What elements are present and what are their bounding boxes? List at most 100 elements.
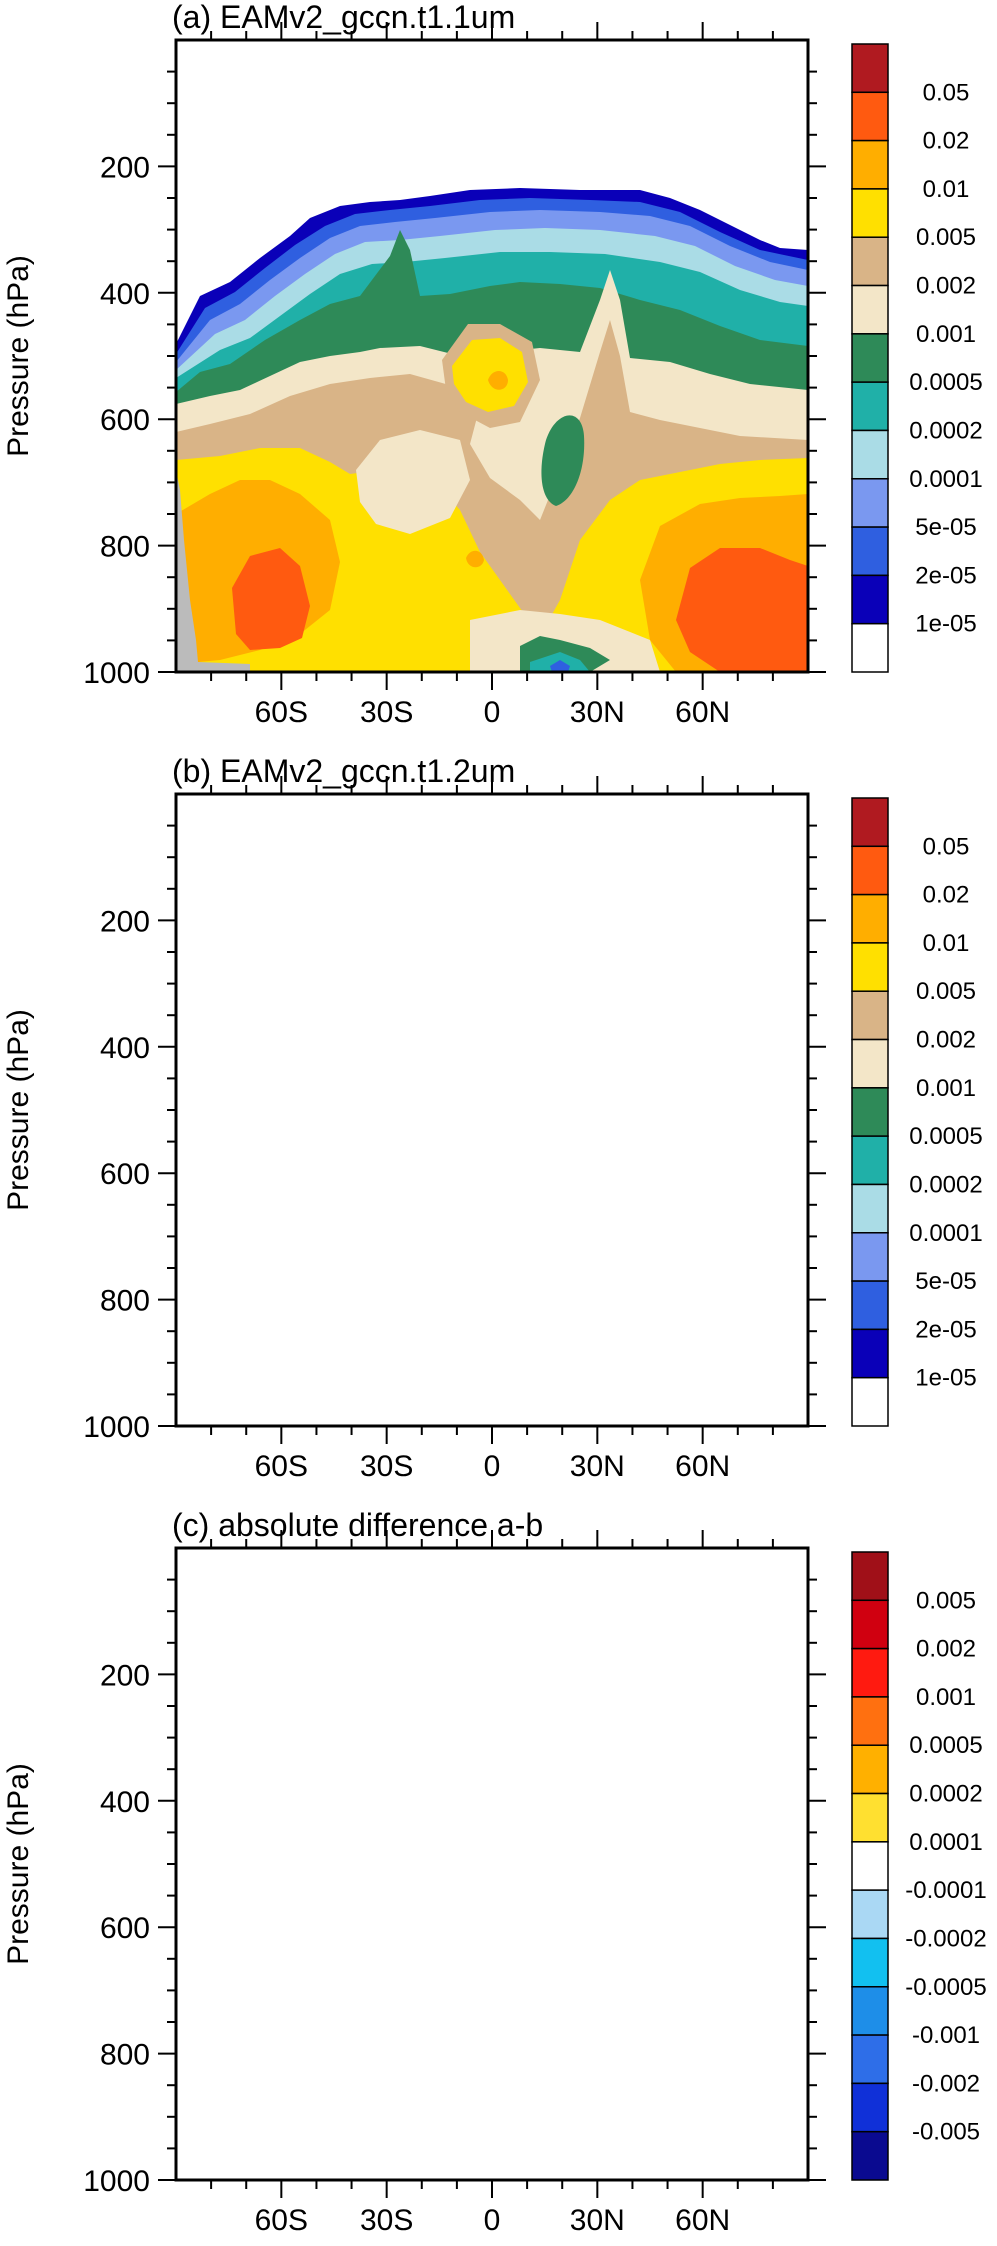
colorbar-cell (851, 91, 889, 142)
panel-a: (a) EAMv2_gccn.t1.1um Pressure (hPa) (2, 0, 983, 729)
panel-c: (c) absolute difference a-b Pressure (hP… (2, 1507, 987, 2237)
colorbar-cell (851, 43, 889, 94)
panel-b: (b) EAMv2_gccn.t1.2um Pressure (hPa) (2, 753, 983, 1483)
panel-a-contours (176, 40, 808, 672)
panel-c-frame (174, 1546, 810, 2182)
colorbar-cell (851, 1087, 889, 1137)
colorbar-label: 0.05 (923, 833, 970, 860)
colorbar-cell (851, 381, 889, 432)
y-tick-label: 800 (100, 1285, 150, 1318)
panel-a-colorbar: 0.05 0.02 0.01 0.005 0.002 0.001 0.0005 0.0002 0… (851, 43, 983, 673)
x-tick-label: 30S (360, 1450, 413, 1483)
colorbar-label: -0.0002 (905, 1925, 986, 1952)
colorbar-cell (851, 942, 889, 992)
x-tick-label: 30S (360, 2204, 413, 2237)
panel-a-ylabel: Pressure (hPa) (2, 255, 35, 457)
colorbar-label: 0.0001 (909, 466, 982, 493)
colorbar-cell (851, 1647, 889, 1698)
colorbar-label: 0.002 (916, 1636, 976, 1663)
colorbar-label: -0.0005 (905, 1974, 986, 2001)
colorbar-cell (851, 797, 889, 848)
x-tick-label: 0 (484, 2204, 501, 2237)
colorbar-cell (851, 1599, 889, 1650)
y-tick-label: 1000 (83, 657, 150, 690)
colorbar-label: 0.001 (916, 1684, 976, 1711)
colorbar-cell (851, 2082, 889, 2133)
colorbar-label: 0.005 (916, 1587, 976, 1614)
colorbar-cell (851, 574, 889, 625)
colorbar-cell (851, 139, 889, 190)
colorbar-cell (851, 1937, 889, 1988)
colorbar-label: 0.0005 (909, 369, 982, 396)
y-tick-label: 600 (100, 1912, 150, 1945)
colorbar-label: 0.0001 (909, 1220, 982, 1247)
colorbar-label: 5e-05 (915, 514, 976, 541)
colorbar-label: 0.005 (916, 224, 976, 251)
colorbar-cell (851, 2034, 889, 2085)
colorbar-label: 0.0002 (909, 417, 982, 444)
colorbar-cell (851, 1792, 889, 1843)
panel-c-contours (176, 1548, 808, 2180)
y-tick-label: 200 (100, 1659, 150, 1692)
colorbar-label: 0.02 (923, 882, 970, 909)
panel-b-ylabel: Pressure (hPa) (2, 1009, 35, 1211)
colorbar-cell (851, 1183, 889, 1234)
y-tick-label: 800 (100, 531, 150, 564)
colorbar-cell (851, 1889, 889, 1940)
colorbar-cell (851, 2130, 889, 2181)
colorbar-label: 2e-05 (915, 1316, 976, 1343)
panel-b-frame (174, 792, 810, 1428)
panel-c-ylabel: Pressure (hPa) (2, 1763, 35, 1965)
colorbar-label: 0.05 (923, 79, 970, 106)
panel-a-ticks: 200 400 600 800 1000 60S 30S 0 30N 60N (83, 22, 826, 729)
x-tick-label: 30N (570, 696, 625, 729)
colorbar-label: 0.01 (923, 930, 970, 957)
colorbar-label: 0.0002 (909, 1781, 982, 1808)
colorbar-label: 0.0002 (909, 1171, 982, 1198)
colorbar-cell (851, 1986, 889, 2036)
colorbar-cell (851, 893, 889, 944)
colorbar-cell (851, 1376, 889, 1427)
x-tick-label: 60N (675, 1450, 730, 1483)
y-tick-label: 400 (100, 278, 150, 311)
colorbar-label: 0.0001 (909, 1829, 982, 1856)
colorbar-label: -0.002 (912, 2070, 980, 2097)
colorbar-label: -0.005 (912, 2119, 980, 2146)
panel-b-title: (b) EAMv2_gccn.t1.2um (172, 753, 515, 789)
panel-b-contours (176, 794, 808, 1426)
colorbar-cell (851, 1038, 889, 1089)
panel-a-title: (a) EAMv2_gccn.t1.1um (172, 0, 515, 35)
y-tick-label: 400 (100, 1032, 150, 1065)
colorbar-label: 0.01 (923, 176, 970, 203)
colorbar-label: 0.001 (916, 321, 976, 348)
panel-c-colorbar: 0.005 0.002 0.001 0.0005 0.0002 0.0001 -0.0001… (851, 1551, 987, 2181)
colorbar-label: 5e-05 (915, 1268, 976, 1295)
colorbar-cell (851, 236, 889, 287)
colorbar-cell (851, 1328, 889, 1379)
y-tick-label: 1000 (83, 1411, 150, 1444)
colorbar-cell (851, 622, 889, 673)
colorbar-label: 0.002 (916, 273, 976, 300)
x-tick-label: 60S (255, 1450, 308, 1483)
colorbar-label: 0.0005 (909, 1123, 982, 1150)
panel-b-colorbar: 0.05 0.02 0.01 0.005 0.002 0.001 0.0005 0.0002 0… (851, 797, 983, 1427)
y-tick-label: 600 (100, 404, 150, 437)
colorbar-cell (851, 1135, 889, 1186)
colorbar-cell (851, 526, 889, 577)
x-tick-label: 30N (570, 1450, 625, 1483)
panel-c-title: (c) absolute difference a-b (172, 1507, 543, 1543)
colorbar-cell (851, 333, 889, 383)
x-tick-label: 0 (484, 1450, 501, 1483)
x-tick-label: 60S (255, 696, 308, 729)
panel-b-ticks: 200 400 600 800 1000 60S 30S 0 30N 60N (83, 776, 826, 1483)
colorbar-cell (851, 1744, 889, 1795)
colorbar-label: 0.001 (916, 1075, 976, 1102)
y-tick-label: 400 (100, 1786, 150, 1819)
colorbar-cell (851, 1551, 889, 1602)
y-tick-label: 800 (100, 2039, 150, 2072)
colorbar-cell (851, 990, 889, 1041)
x-tick-label: 60S (255, 2204, 308, 2237)
x-tick-label: 60N (675, 2204, 730, 2237)
x-tick-label: 30N (570, 2204, 625, 2237)
